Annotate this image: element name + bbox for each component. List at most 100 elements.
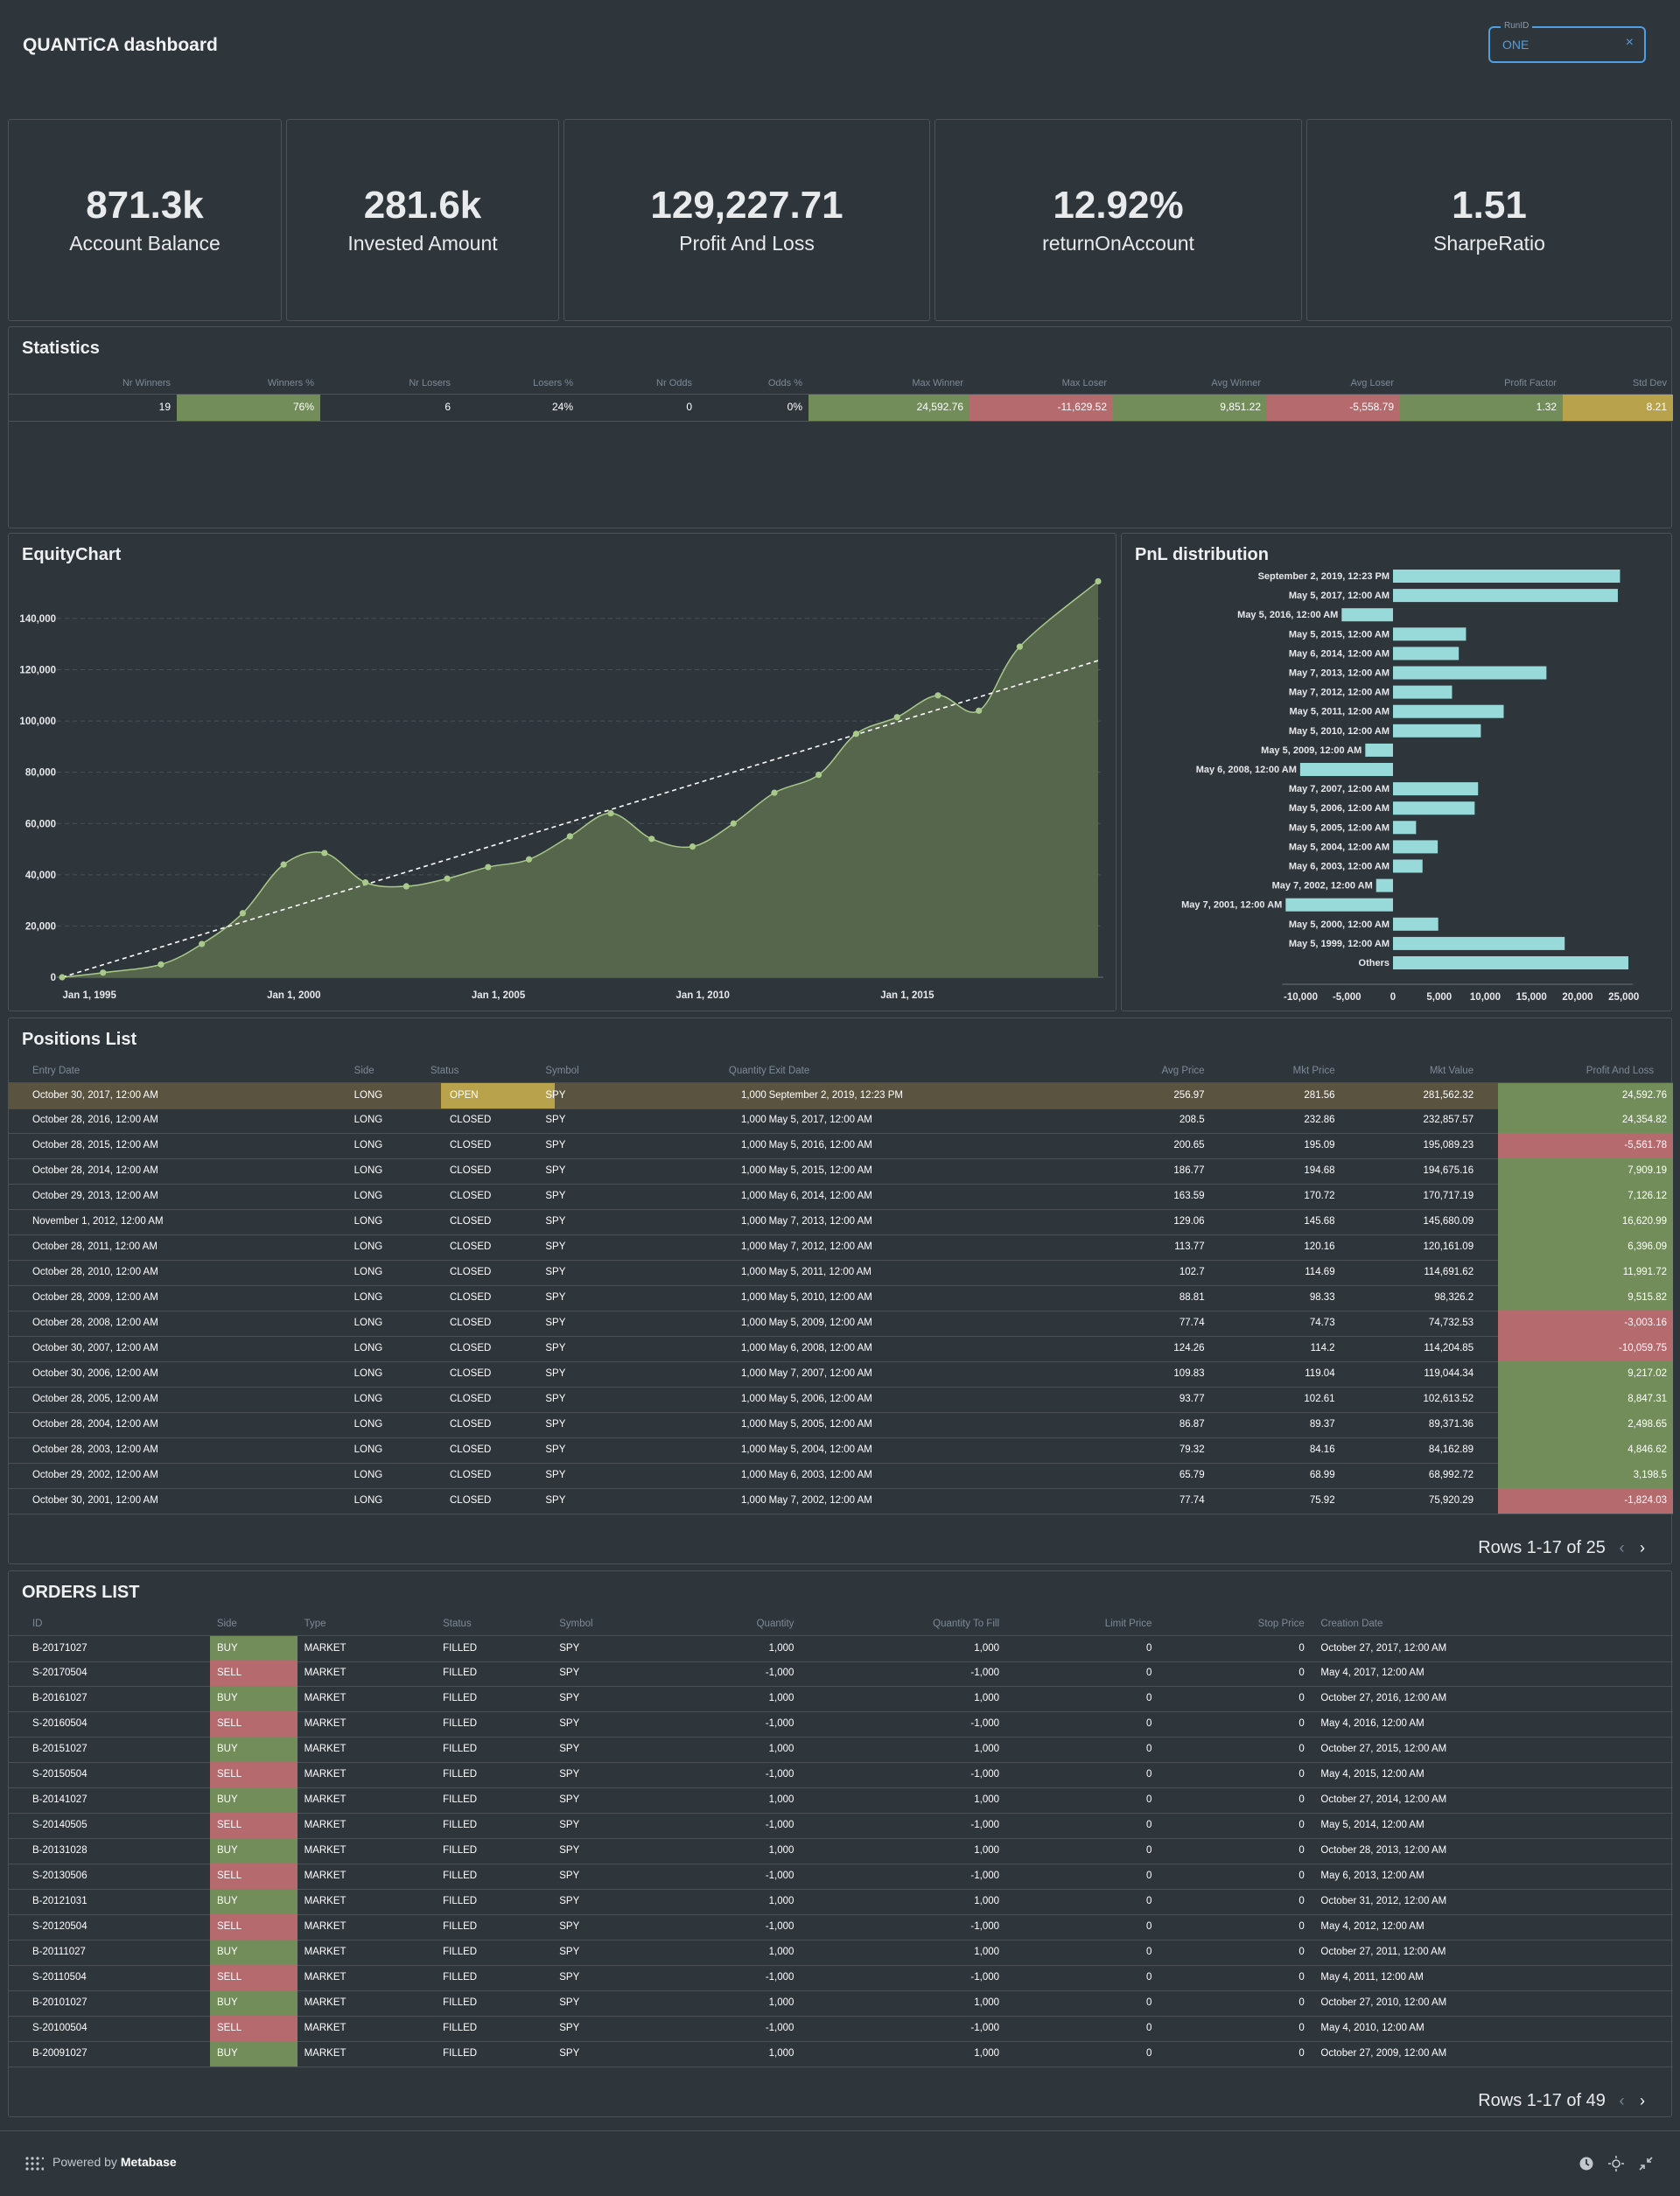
data-point[interactable] xyxy=(362,879,369,886)
bar[interactable] xyxy=(1285,898,1393,912)
table-row[interactable]: B-20171027 BUY MARKET FILLED SPY 1,000 1,000 0 0… xyxy=(9,1635,1673,1662)
bar[interactable] xyxy=(1393,936,1565,950)
column-header[interactable]: Std Dev xyxy=(1632,378,1667,388)
table-row[interactable]: S-20150504 SELL MARKET FILLED SPY -1,000 -1,00… xyxy=(9,1762,1673,1788)
table-row[interactable]: October 28, 2004, 12:00 AM LONG CLOSED SPY 1… xyxy=(9,1412,1673,1438)
bar[interactable] xyxy=(1393,704,1504,718)
bar[interactable] xyxy=(1341,608,1393,622)
table-row[interactable]: B-20141027 BUY MARKET FILLED SPY 1,000 1,000 0 0… xyxy=(9,1787,1673,1814)
table-row[interactable]: S-20120504 SELL MARKET FILLED SPY -1,000 -1,00… xyxy=(9,1914,1673,1941)
bar[interactable] xyxy=(1393,917,1438,931)
table-row[interactable]: October 30, 2017, 12:00 AM LONG OPEN SPY 1,0… xyxy=(9,1082,1673,1109)
column-header[interactable]: Nr Losers xyxy=(409,378,451,388)
column-header[interactable]: Quantity xyxy=(756,1619,794,1629)
bar[interactable] xyxy=(1393,801,1475,815)
column-header[interactable]: Exit Date xyxy=(768,1066,810,1076)
bar[interactable] xyxy=(1393,821,1417,835)
column-header[interactable]: Avg Price xyxy=(1161,1066,1205,1076)
runid-filter-value[interactable]: ONE xyxy=(1502,38,1530,52)
data-point[interactable] xyxy=(1095,577,1102,585)
table-row[interactable]: October 29, 2002, 12:00 AM LONG CLOSED SPY 1… xyxy=(9,1463,1673,1489)
collapse-icon[interactable] xyxy=(1638,2156,1654,2172)
data-point[interactable] xyxy=(771,789,778,796)
table-row[interactable]: October 28, 2008, 12:00 AM LONG CLOSED SPY 1… xyxy=(9,1311,1673,1337)
table-row[interactable]: S-20130506 SELL MARKET FILLED SPY -1,000 -1,00… xyxy=(9,1864,1673,1890)
bar[interactable] xyxy=(1393,589,1618,603)
data-point[interactable] xyxy=(100,969,107,976)
column-header[interactable]: Symbol xyxy=(559,1619,593,1629)
bar[interactable] xyxy=(1393,570,1620,583)
table-row[interactable]: B-20121031 BUY MARKET FILLED SPY 1,000 1,000 0 0… xyxy=(9,1889,1673,1915)
bar[interactable] xyxy=(1393,685,1452,699)
chevron-left-icon[interactable]: ‹ xyxy=(1619,1539,1625,1556)
table-row[interactable]: October 30, 2006, 12:00 AM LONG CLOSED SPY 1… xyxy=(9,1361,1673,1388)
table-row[interactable]: October 28, 2003, 12:00 AM LONG CLOSED SPY 1… xyxy=(9,1437,1673,1464)
column-header[interactable]: Side xyxy=(354,1066,374,1076)
data-point[interactable] xyxy=(525,856,533,863)
data-point[interactable] xyxy=(321,850,328,857)
table-row[interactable]: October 28, 2014, 12:00 AM LONG CLOSED SPY 1… xyxy=(9,1158,1673,1185)
table-row[interactable]: B-20151027 BUY MARKET FILLED SPY 1,000 1,000 0 0… xyxy=(9,1737,1673,1763)
bar[interactable] xyxy=(1299,763,1393,776)
column-header[interactable]: Creation Date xyxy=(1320,1619,1383,1629)
data-point[interactable] xyxy=(280,861,287,868)
bar[interactable] xyxy=(1393,782,1479,796)
metabase-logo-icon[interactable] xyxy=(24,2156,44,2172)
chevron-right-icon[interactable]: › xyxy=(1640,1539,1645,1556)
table-row[interactable]: October 28, 2010, 12:00 AM LONG CLOSED SPY 1… xyxy=(9,1260,1673,1286)
data-point[interactable] xyxy=(444,875,451,882)
column-header[interactable]: Mkt Value xyxy=(1429,1066,1474,1076)
data-point[interactable] xyxy=(485,864,492,871)
table-row[interactable]: B-20091027 BUY MARKET FILLED SPY 1,000 1,000 0 0… xyxy=(9,2041,1673,2067)
table-row[interactable]: S-20140505 SELL MARKET FILLED SPY -1,000 -1,00… xyxy=(9,1813,1673,1839)
bar[interactable] xyxy=(1393,627,1466,641)
table-row[interactable]: B-20131028 BUY MARKET FILLED SPY 1,000 1,000 0 0… xyxy=(9,1838,1673,1864)
data-point[interactable] xyxy=(1016,643,1024,650)
column-header[interactable]: Odds % xyxy=(767,378,802,388)
bar[interactable] xyxy=(1393,666,1547,680)
close-icon[interactable]: × xyxy=(1625,35,1634,50)
data-point[interactable] xyxy=(648,836,655,843)
column-header[interactable]: Winners % xyxy=(267,378,314,388)
data-point[interactable] xyxy=(976,707,983,714)
sun-icon[interactable] xyxy=(1608,2156,1624,2172)
column-header[interactable]: Mkt Price xyxy=(1292,1066,1335,1076)
table-row[interactable]: October 30, 2007, 12:00 AM LONG CLOSED SPY 1… xyxy=(9,1336,1673,1362)
column-header[interactable]: Symbol xyxy=(545,1066,579,1076)
data-point[interactable] xyxy=(239,910,247,917)
column-header[interactable]: Nr Winners xyxy=(122,378,171,388)
column-header[interactable]: Profit And Loss xyxy=(1586,1066,1655,1076)
column-header[interactable]: Profit Factor xyxy=(1504,378,1557,388)
data-point[interactable] xyxy=(689,843,696,850)
bar[interactable] xyxy=(1365,743,1393,757)
data-point[interactable] xyxy=(402,883,410,890)
column-header[interactable]: Max Winner xyxy=(912,378,963,388)
bar[interactable] xyxy=(1376,878,1393,892)
data-point[interactable] xyxy=(199,941,206,948)
column-header[interactable]: Quantity xyxy=(728,1066,766,1076)
data-point[interactable] xyxy=(59,974,66,981)
column-header[interactable]: Type xyxy=(304,1619,326,1629)
column-header[interactable]: Status xyxy=(443,1619,472,1629)
column-header[interactable]: Stop Price xyxy=(1257,1619,1305,1629)
column-header[interactable]: Avg Loser xyxy=(1350,378,1394,388)
chevron-left-icon[interactable]: ‹ xyxy=(1619,2092,1625,2109)
table-row[interactable]: October 28, 2016, 12:00 AM LONG CLOSED SPY 1… xyxy=(9,1108,1673,1134)
table-row[interactable]: B-20101027 BUY MARKET FILLED SPY 1,000 1,000 0 0… xyxy=(9,1990,1673,2017)
table-row[interactable]: B-20161027 BUY MARKET FILLED SPY 1,000 1,000 0 0… xyxy=(9,1686,1673,1712)
table-row[interactable]: S-20100504 SELL MARKET FILLED SPY -1,000 -1,00… xyxy=(9,2016,1673,2042)
table-row[interactable]: October 28, 2009, 12:00 AM LONG CLOSED SPY 1… xyxy=(9,1285,1673,1311)
table-row[interactable]: October 28, 2011, 12:00 AM LONG CLOSED SPY 1… xyxy=(9,1234,1673,1261)
data-point[interactable] xyxy=(852,731,860,738)
column-header[interactable]: Entry Date xyxy=(32,1066,80,1076)
table-row[interactable]: October 29, 2013, 12:00 AM LONG CLOSED SPY 1… xyxy=(9,1184,1673,1210)
column-header[interactable]: ID xyxy=(32,1619,43,1629)
table-row[interactable]: October 30, 2001, 12:00 AM LONG CLOSED SPY 1… xyxy=(9,1488,1673,1514)
column-header[interactable]: Quantity To Fill xyxy=(933,1619,1000,1629)
bar[interactable] xyxy=(1393,859,1423,873)
data-point[interactable] xyxy=(607,809,614,817)
table-row[interactable]: November 1, 2012, 12:00 AM LONG CLOSED SPY 1… xyxy=(9,1209,1673,1235)
table-row[interactable]: B-20111027 BUY MARKET FILLED SPY 1,000 1,000 0 0… xyxy=(9,1940,1673,1966)
data-point[interactable] xyxy=(816,772,822,779)
bar[interactable] xyxy=(1393,956,1629,969)
